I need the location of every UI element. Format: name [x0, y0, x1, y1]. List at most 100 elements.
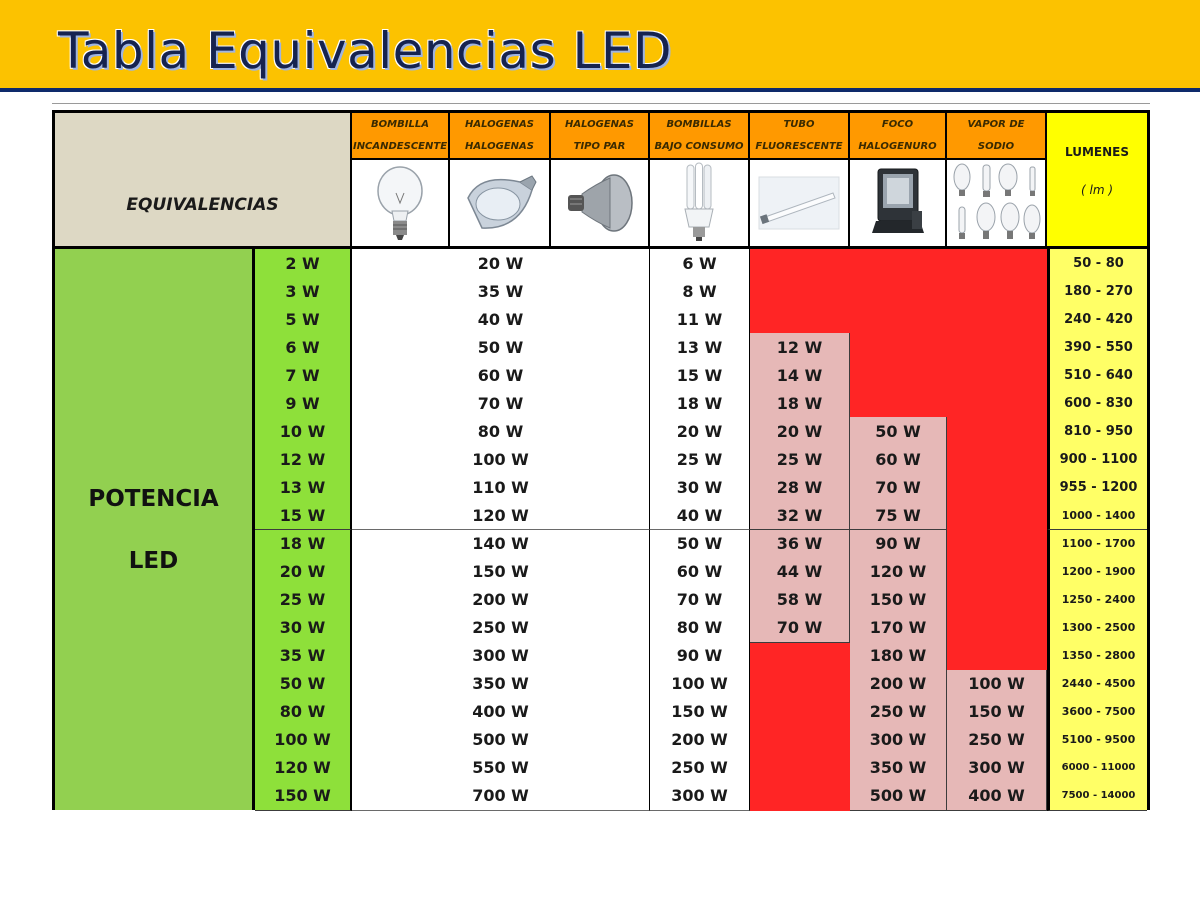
sodium-equivalent-cell: 250 W	[947, 725, 1047, 755]
floodlight-equivalent-cell: 90 W	[850, 529, 947, 559]
tube-equivalent-cell: 58 W	[750, 585, 850, 615]
floodlight-equivalent-cell: 250 W	[850, 697, 947, 727]
floodlight-equivalent-cell: 200 W	[850, 669, 947, 699]
column-header-halogenas: HALOGENAS HALOGENAS	[450, 113, 551, 160]
column-header-line: FLUORESCENTE	[755, 140, 843, 152]
tube-equivalent-cell: 32 W	[750, 501, 850, 531]
lumens-cell: 180 - 270	[1047, 277, 1147, 307]
led-power-cell: 9 W	[255, 389, 352, 419]
halogen-equivalent-cell: 400 W	[352, 697, 650, 727]
row-group-label: POTENCIA LED	[55, 249, 255, 810]
cfl-equivalent-cell: 80 W	[650, 613, 750, 643]
floodlight-equivalent-cell: 120 W	[850, 557, 947, 587]
cfl-equivalent-cell: 40 W	[650, 501, 750, 531]
cfl-equivalent-cell: 70 W	[650, 585, 750, 615]
floodlight-equivalent-cell: 60 W	[850, 445, 947, 475]
halogen-equivalent-cell: 60 W	[352, 361, 650, 391]
floodlight-equivalent-cell: 150 W	[850, 585, 947, 615]
column-header-line: FOCO	[881, 118, 914, 130]
column-header-line: SODIO	[977, 140, 1015, 152]
halogen-equivalent-cell: 110 W	[352, 473, 650, 503]
corner-label: EQUIVALENCIAS	[55, 113, 352, 249]
cfl-equivalent-cell: 6 W	[650, 249, 750, 278]
page-title: Tabla Equivalencias LED	[58, 22, 672, 80]
halogen-equivalent-cell: 550 W	[352, 753, 650, 783]
floodlight-equivalent-cell: 70 W	[850, 473, 947, 503]
floodlight-equivalent-cell: 170 W	[850, 613, 947, 643]
column-header-line: TIPO PAR	[573, 140, 626, 152]
halogen-equivalent-cell: 140 W	[352, 529, 650, 559]
lumens-cell: 5100 - 9500	[1047, 725, 1147, 755]
column-header-line: HALOGENAS	[465, 118, 534, 130]
column-header-line: HALOGENURO	[858, 140, 937, 152]
floodlight-equivalent-cell: 180 W	[850, 641, 947, 671]
halogen-equivalent-cell: 250 W	[352, 613, 650, 643]
lumens-cell: 6000 - 11000	[1047, 753, 1147, 783]
column-header-line: INCANDESCENTE	[352, 140, 448, 152]
tube-equivalent-cell: 36 W	[750, 529, 850, 559]
cfl-equivalent-cell: 18 W	[650, 389, 750, 419]
lumens-header: LUMENES ( lm )	[1047, 113, 1147, 249]
halogen-equivalent-cell: 70 W	[352, 389, 650, 419]
lumens-header-unit: ( lm )	[1080, 182, 1113, 197]
led-power-cell: 3 W	[255, 277, 352, 307]
led-power-cell: 20 W	[255, 557, 352, 587]
column-header-tubo: TUBO FLUORESCENTE	[750, 113, 850, 160]
cfl-equivalent-cell: 300 W	[650, 781, 750, 811]
column-header-line: HALOGENAS	[465, 140, 534, 152]
halogen-equivalent-cell: 350 W	[352, 669, 650, 699]
cfl-equivalent-cell: 15 W	[650, 361, 750, 391]
floodlight-icon	[850, 160, 947, 249]
sodium-equivalent-cell: 300 W	[947, 753, 1047, 783]
column-header-line: VAPOR DE	[967, 118, 1025, 130]
column-header-line: BOMBILLAS	[666, 118, 732, 130]
halogen-equivalent-cell: 80 W	[352, 417, 650, 447]
led-power-cell: 7 W	[255, 361, 352, 391]
halogen-equivalent-cell: 200 W	[352, 585, 650, 615]
tube-equivalent-cell: 44 W	[750, 557, 850, 587]
lumens-cell: 600 - 830	[1047, 389, 1147, 419]
led-power-cell: 30 W	[255, 613, 352, 643]
cfl-equivalent-cell: 150 W	[650, 697, 750, 727]
led-power-cell: 35 W	[255, 641, 352, 671]
column-header-line: BOMBILLA	[371, 118, 429, 130]
led-power-cell: 6 W	[255, 333, 352, 363]
row-group-label-line2: LED	[128, 547, 179, 574]
halogen-equivalent-cell: 100 W	[352, 445, 650, 475]
led-power-cell: 120 W	[255, 753, 352, 783]
incandescent-bulb-icon	[352, 160, 450, 249]
halogen-equivalent-cell: 35 W	[352, 277, 650, 307]
lumens-cell: 900 - 1100	[1047, 445, 1147, 475]
led-power-cell: 15 W	[255, 501, 352, 531]
lumens-cell: 7500 - 14000	[1047, 781, 1147, 811]
lumens-cell: 240 - 420	[1047, 305, 1147, 335]
title-bar: Tabla Equivalencias LED	[0, 0, 1200, 92]
led-power-cell: 13 W	[255, 473, 352, 503]
halogen-equivalent-cell: 20 W	[352, 249, 650, 278]
halogen-equivalent-cell: 300 W	[352, 641, 650, 671]
halogen-equivalent-cell: 500 W	[352, 725, 650, 755]
halogen-equivalent-cell: 700 W	[352, 781, 650, 811]
halogen-equivalent-cell: 50 W	[352, 333, 650, 363]
par-lamp-icon	[551, 160, 650, 249]
lumens-cell: 1100 - 1700	[1047, 529, 1147, 559]
halogen-equivalent-cell: 120 W	[352, 501, 650, 531]
lumens-cell: 1250 - 2400	[1047, 585, 1147, 615]
cfl-equivalent-cell: 60 W	[650, 557, 750, 587]
cfl-equivalent-cell: 50 W	[650, 529, 750, 559]
lumens-header-label: LUMENES	[1065, 144, 1129, 159]
led-power-cell: 100 W	[255, 725, 352, 755]
sodium-equivalent-cell: 400 W	[947, 781, 1047, 811]
halogen-equivalent-cell: 150 W	[352, 557, 650, 587]
floodlight-equivalent-cell: 50 W	[850, 417, 947, 447]
halogen-reflector-icon	[450, 160, 551, 249]
cfl-bulb-icon	[650, 160, 750, 249]
cfl-equivalent-cell: 30 W	[650, 473, 750, 503]
cfl-equivalent-cell: 200 W	[650, 725, 750, 755]
fluorescent-tube-icon	[750, 160, 850, 249]
column-header-vapor: VAPOR DE SODIO	[947, 113, 1047, 160]
column-header-incandescente: BOMBILLA INCANDESCENTE	[352, 113, 450, 160]
halogen-equivalent-cell: 40 W	[352, 305, 650, 335]
lumens-cell: 955 - 1200	[1047, 473, 1147, 503]
floodlight-equivalent-cell: 500 W	[850, 781, 947, 811]
